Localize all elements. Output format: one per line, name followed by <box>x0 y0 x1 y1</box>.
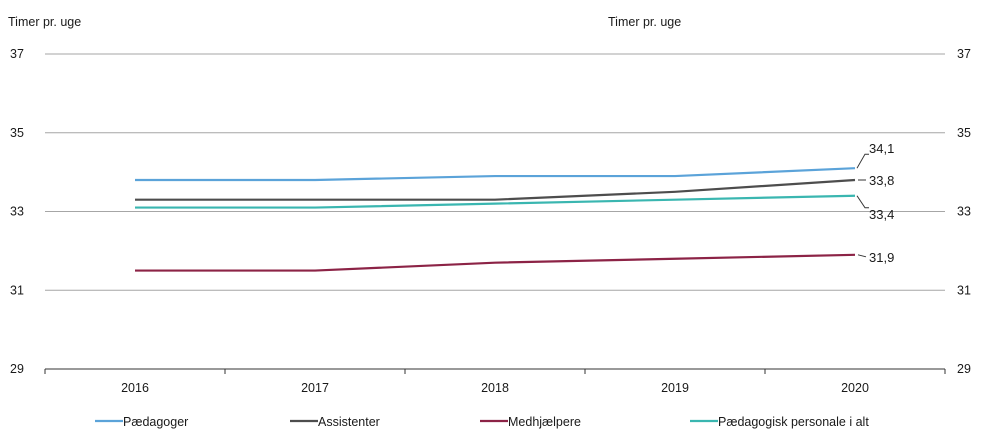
label-leader-line <box>856 153 869 169</box>
data-label: 34,1 <box>869 141 894 156</box>
label-leader-line <box>857 254 867 258</box>
legend-label: Pædagoger <box>123 415 188 429</box>
label-leader-line <box>856 195 869 209</box>
axes: 29 29 31 31 33 33 35 35 37 37 2016 2017 2018 2019 2020 <box>10 47 971 395</box>
y-tick-label-left: 35 <box>10 126 24 140</box>
series-line <box>135 178 856 201</box>
x-tick-label: 2016 <box>121 381 149 395</box>
data-label: 33,4 <box>869 207 894 222</box>
y-tick-label-right: 35 <box>957 126 971 140</box>
series-line <box>135 167 856 182</box>
end-labels: 34,1 33,8 31,9 33,4 <box>856 141 894 265</box>
x-tick-label: 2017 <box>301 381 329 395</box>
gridlines <box>45 53 945 291</box>
y-tick-label-left: 33 <box>10 205 24 219</box>
x-tick-label: 2018 <box>481 381 509 395</box>
right-axis-title: Timer pr. uge <box>608 15 681 29</box>
data-label: 31,9 <box>869 250 894 265</box>
y-tick-label-left: 29 <box>10 362 24 376</box>
y-tick-label-right: 31 <box>957 283 971 297</box>
legend-label: Medhjælpere <box>508 415 581 429</box>
left-axis-title: Timer pr. uge <box>8 15 81 29</box>
y-tick-label-left: 31 <box>10 283 24 297</box>
data-label: 33,8 <box>869 173 894 188</box>
legend: Pædagoger Assistenter Medhjælpere Pædagogis… <box>95 415 869 429</box>
y-tick-label-right: 37 <box>957 47 971 61</box>
y-tick-label-right: 29 <box>957 362 971 376</box>
x-tick-label: 2019 <box>661 381 689 395</box>
y-tick-label-right: 33 <box>957 205 971 219</box>
legend-label: Assistenter <box>318 415 380 429</box>
series-line <box>135 194 856 209</box>
legend-label: Pædagogisk personale i alt <box>718 415 869 429</box>
x-tick-label: 2020 <box>841 381 869 395</box>
series-lines <box>135 167 856 272</box>
series-line <box>135 253 856 272</box>
y-tick-label-left: 37 <box>10 47 24 61</box>
